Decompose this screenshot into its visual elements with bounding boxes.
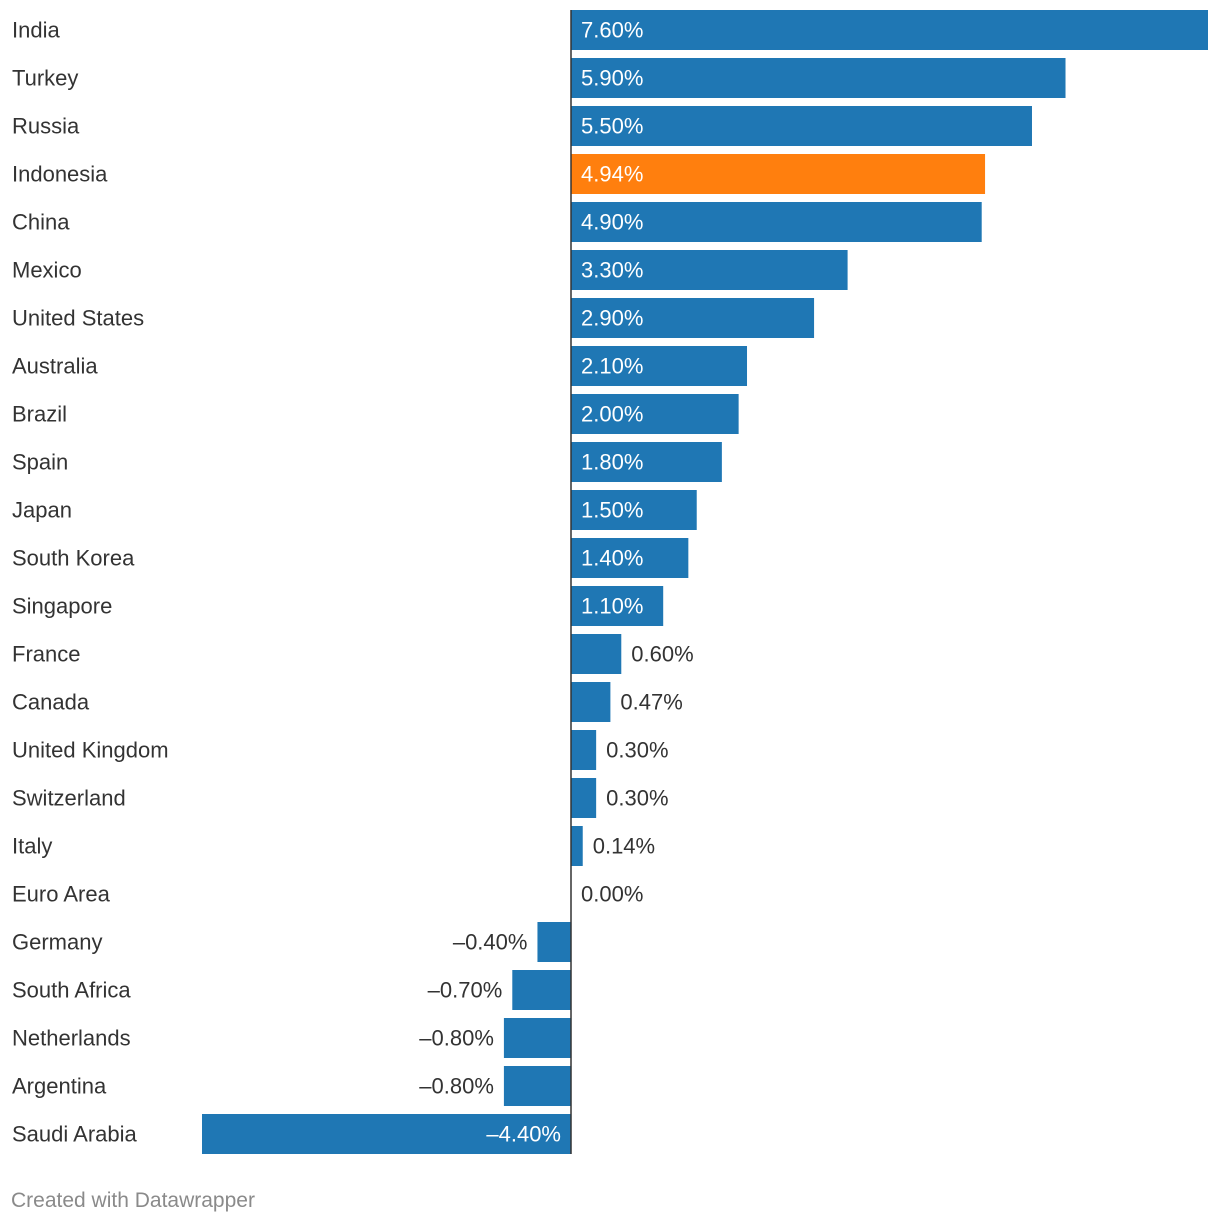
value-label: –0.80% bbox=[419, 1074, 494, 1099]
value-label: –0.80% bbox=[419, 1026, 494, 1051]
category-label: Brazil bbox=[12, 402, 67, 427]
value-label: 5.50% bbox=[581, 114, 643, 139]
value-label: 1.10% bbox=[581, 594, 643, 619]
category-label: United Kingdom bbox=[12, 738, 169, 763]
value-label: 0.47% bbox=[620, 690, 682, 715]
value-label: 1.40% bbox=[581, 546, 643, 571]
credit-text: Created with Datawrapper bbox=[11, 1189, 255, 1212]
category-label: China bbox=[12, 210, 70, 235]
bar bbox=[571, 106, 1032, 146]
bar bbox=[503, 1066, 571, 1106]
category-label: South Africa bbox=[12, 978, 131, 1003]
value-label: 7.60% bbox=[581, 18, 643, 43]
category-label: South Korea bbox=[12, 546, 135, 571]
value-label: –0.70% bbox=[428, 978, 503, 1003]
category-label: Mexico bbox=[12, 258, 82, 283]
value-label: 0.30% bbox=[606, 738, 668, 763]
category-label: India bbox=[12, 18, 60, 43]
bar bbox=[571, 730, 597, 770]
category-label: Japan bbox=[12, 498, 72, 523]
bar bbox=[571, 538, 689, 578]
category-label: Euro Area bbox=[12, 882, 111, 907]
category-label: United States bbox=[12, 306, 144, 331]
value-label: 4.90% bbox=[581, 210, 643, 235]
value-label: 1.80% bbox=[581, 450, 643, 475]
value-label: 3.30% bbox=[581, 258, 643, 283]
bar bbox=[571, 490, 697, 530]
value-label: 4.94% bbox=[581, 162, 643, 187]
value-label: 1.50% bbox=[581, 498, 643, 523]
value-label: 0.14% bbox=[593, 834, 655, 859]
category-label: Italy bbox=[12, 834, 52, 859]
value-label: 2.10% bbox=[581, 354, 643, 379]
bar bbox=[571, 58, 1066, 98]
category-label: Australia bbox=[12, 354, 98, 379]
bar bbox=[202, 1114, 571, 1154]
category-label: France bbox=[12, 642, 80, 667]
category-label: Turkey bbox=[12, 66, 78, 91]
value-label: 0.00% bbox=[581, 882, 643, 907]
category-label: Argentina bbox=[12, 1074, 107, 1099]
bar-chart: India 7.60% Turkey 5.90% Russia 5.50% Indonesi… bbox=[12, 10, 1208, 1154]
value-label: 0.60% bbox=[631, 642, 693, 667]
category-label: Switzerland bbox=[12, 786, 126, 811]
category-label: Singapore bbox=[12, 594, 112, 619]
chart-svg: India 7.60% Turkey 5.90% Russia 5.50% Indonesi… bbox=[12, 10, 1208, 1154]
bar bbox=[571, 202, 982, 242]
bar bbox=[571, 442, 722, 482]
bar bbox=[571, 10, 1208, 50]
bar bbox=[571, 778, 597, 818]
bar bbox=[512, 970, 571, 1010]
category-label: Russia bbox=[12, 114, 80, 139]
value-label: –4.40% bbox=[486, 1122, 561, 1147]
category-label: Germany bbox=[12, 930, 102, 955]
value-label: 2.90% bbox=[581, 306, 643, 331]
bar bbox=[571, 682, 611, 722]
bar bbox=[571, 346, 748, 386]
bar bbox=[503, 1018, 571, 1058]
category-label: Saudi Arabia bbox=[12, 1122, 138, 1147]
value-label: 5.90% bbox=[581, 66, 643, 91]
value-label: 0.30% bbox=[606, 786, 668, 811]
value-label: 2.00% bbox=[581, 402, 643, 427]
value-label: –0.40% bbox=[453, 930, 528, 955]
category-label: Canada bbox=[12, 690, 90, 715]
bar bbox=[571, 826, 583, 866]
bar-highlight bbox=[571, 154, 986, 194]
bar bbox=[571, 634, 622, 674]
bar bbox=[571, 298, 815, 338]
category-label: Netherlands bbox=[12, 1026, 131, 1051]
category-label: Spain bbox=[12, 450, 68, 475]
bar bbox=[537, 922, 571, 962]
bar bbox=[571, 394, 739, 434]
bar bbox=[571, 250, 848, 290]
bar bbox=[571, 586, 664, 626]
category-label: Indonesia bbox=[12, 162, 108, 187]
